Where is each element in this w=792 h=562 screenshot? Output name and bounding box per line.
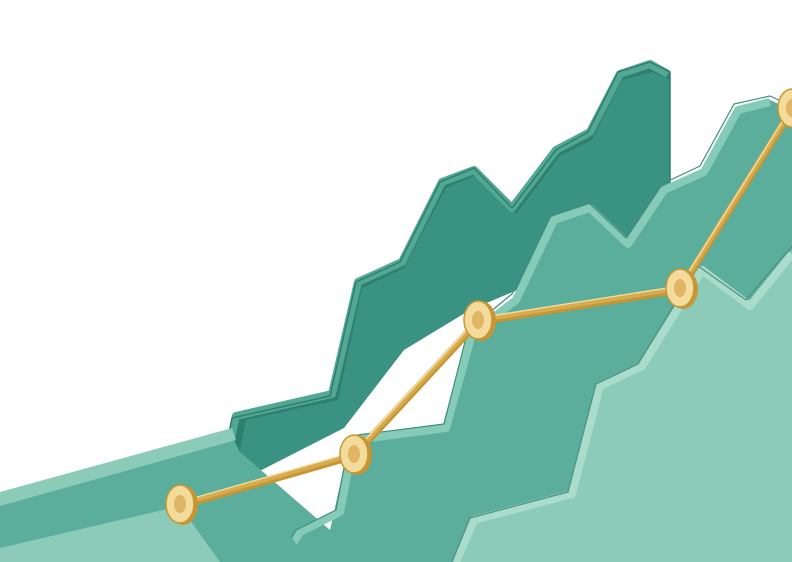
trend-markers bbox=[165, 88, 792, 525]
trend-marker-center bbox=[348, 445, 360, 463]
middle-layer-top-rim bbox=[278, 98, 771, 562]
trend-marker bbox=[777, 88, 792, 129]
trend-marker-center bbox=[674, 279, 686, 297]
trend-marker bbox=[339, 434, 372, 475]
front-left-slab bbox=[0, 428, 236, 506]
trend-marker-face bbox=[777, 88, 792, 128]
front-layer-face bbox=[452, 250, 792, 562]
back-layer-face bbox=[178, 72, 670, 540]
back-layer-top-rim bbox=[163, 60, 670, 532]
back-layer-outline bbox=[159, 61, 671, 531]
front-bottom-band-light bbox=[0, 506, 220, 562]
trend-marker-center bbox=[472, 311, 484, 329]
front-layer-outline bbox=[451, 245, 792, 562]
trend-marker bbox=[165, 484, 198, 525]
middle-layer-outline bbox=[277, 95, 792, 562]
trend-marker bbox=[463, 300, 496, 341]
front-layer-top-rim bbox=[452, 251, 792, 562]
trend-marker-center bbox=[174, 495, 186, 513]
trend-marker bbox=[665, 268, 698, 309]
trend-marker-center bbox=[786, 99, 792, 117]
